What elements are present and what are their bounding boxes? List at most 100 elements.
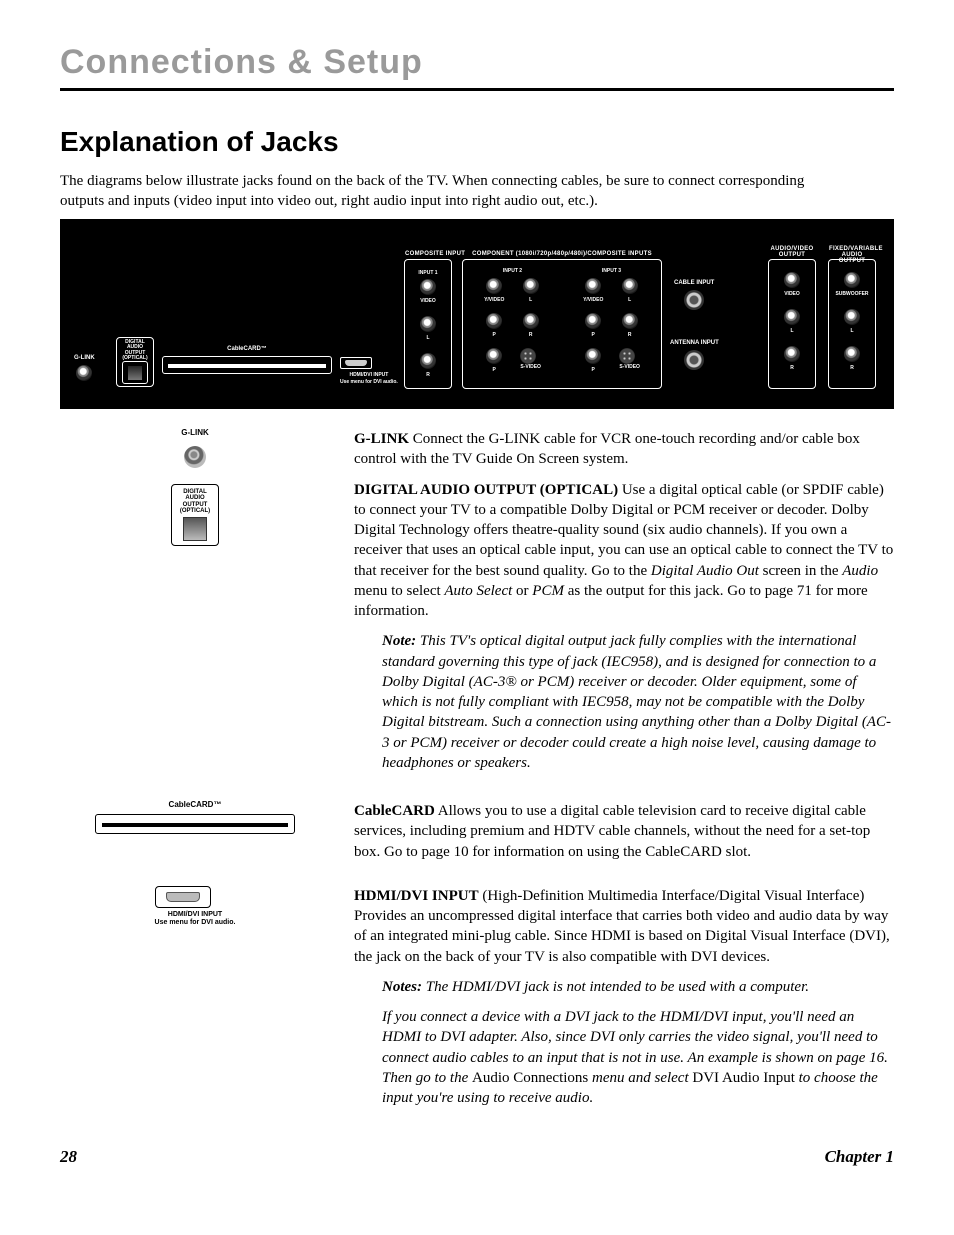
dao-paragraph: DIGITAL AUDIO OUTPUT (OPTICAL) Use a dig… xyxy=(354,480,894,622)
dao-term: DIGITAL AUDIO OUTPUT (OPTICAL) xyxy=(354,482,618,498)
jack-icon xyxy=(420,316,436,332)
coax-jack-icon xyxy=(684,290,704,310)
hdmi-paragraph: HDMI/DVI INPUT (High-Definition Multimed… xyxy=(354,886,894,967)
jack-icon xyxy=(784,346,800,362)
jack-label: P xyxy=(486,333,502,338)
jack-icon xyxy=(585,348,601,364)
jack-icon xyxy=(486,348,502,364)
optical-jack-icon xyxy=(122,361,148,384)
jack-icon xyxy=(844,346,860,362)
section-title: Explanation of Jacks xyxy=(60,123,894,161)
dao-text: menu to select xyxy=(354,583,444,599)
jack-label: L xyxy=(622,298,638,303)
jack-icon xyxy=(622,278,638,294)
jack-label: R xyxy=(523,333,539,338)
glink-text: Connect the G-LINK cable for VCR one-tou… xyxy=(354,431,860,467)
hdmi-port-icon xyxy=(155,886,211,908)
side-glink-label: G-LINK xyxy=(181,429,209,438)
jack-icon xyxy=(420,353,436,369)
hdmi-term: HDMI/DVI INPUT xyxy=(354,888,479,904)
notes-line1: The HDMI/DVI jack is not intended to be … xyxy=(422,979,809,995)
jack-icon xyxy=(585,278,601,294)
side-optical-label: DIGITAL AUDIO OUTPUT (OPTICAL) xyxy=(176,489,214,514)
glink-jack-icon xyxy=(76,365,92,381)
jack-icon xyxy=(585,313,601,329)
svideo-jack-icon xyxy=(520,348,536,364)
notes-nonitalic: Audio Connections xyxy=(472,1070,588,1086)
note-block-hdmi: Notes: The HDMI/DVI jack is not intended… xyxy=(382,977,894,1109)
jack-label: VIDEO xyxy=(420,299,436,304)
side-figure-cablecard: CableCARD™ xyxy=(95,801,295,834)
antenna-input-label: ANTENNA INPUT xyxy=(670,339,719,347)
diagram-cablecard-label: CableCARD™ xyxy=(162,345,332,353)
glink-jack-icon xyxy=(184,446,206,468)
chapter-header: Connections & Setup xyxy=(60,40,894,91)
jack-label: VIDEO xyxy=(784,292,800,297)
note-label: Note: xyxy=(382,633,416,649)
side-hdmi-label: HDMI/DVI INPUT xyxy=(155,911,236,919)
fixed-variable-label: FIXED/VARIABLE AUDIO OUTPUT xyxy=(829,246,875,264)
jack-label: S-VIDEO xyxy=(619,365,640,370)
jack-label: L xyxy=(844,329,860,334)
input1-label: INPUT 1 xyxy=(405,270,451,277)
dao-text: or xyxy=(512,583,532,599)
cablecard-slot-icon xyxy=(95,814,295,834)
side-cablecard-label: CableCARD™ xyxy=(95,801,295,810)
jack-icon xyxy=(784,309,800,325)
note-text: This TV's optical digital output jack fu… xyxy=(382,633,891,771)
coax-jack-icon xyxy=(684,350,704,370)
cablecard-term: CableCARD xyxy=(354,803,435,819)
glink-term: G-LINK xyxy=(354,431,409,447)
dao-italic: Audio xyxy=(842,563,878,579)
jack-label: P xyxy=(585,333,601,338)
jack-icon xyxy=(420,279,436,295)
component-input-label: COMPONENT (1080i/720p/480p/480i)/COMPOSI… xyxy=(463,250,661,258)
jack-label: P xyxy=(585,368,601,373)
jack-icon xyxy=(486,278,502,294)
cable-input-label: CABLE INPUT xyxy=(674,279,714,287)
input3-label: INPUT 3 xyxy=(602,268,621,275)
diagram-glink-label: G-LINK xyxy=(74,354,95,362)
notes-nonitalic: DVI Audio Input xyxy=(692,1070,795,1086)
chapter-label: Chapter 1 xyxy=(825,1146,894,1169)
jack-icon xyxy=(486,313,502,329)
cablecard-slot-icon xyxy=(162,356,332,374)
diagram-hdmi-label: HDMI/DVI INPUT xyxy=(340,372,398,379)
jack-icon xyxy=(523,278,539,294)
dao-italic: PCM xyxy=(532,583,564,599)
note-block-optical: Note: This TV's optical digital output j… xyxy=(382,631,894,773)
jack-label: S-VIDEO xyxy=(520,365,541,370)
back-panel-diagram: G-LINK DIGITAL AUDIO OUTPUT (OPTICAL) Ca… xyxy=(60,219,894,409)
jack-label: P xyxy=(486,368,502,373)
jack-icon xyxy=(523,313,539,329)
side-figure-optical: DIGITAL AUDIO OUTPUT (OPTICAL) xyxy=(171,484,219,546)
side-figure-hdmi: HDMI/DVI INPUT Use menu for DVI audio. xyxy=(155,886,236,926)
dao-text: screen in the xyxy=(759,563,842,579)
jack-icon xyxy=(784,272,800,288)
side-figure-glink: G-LINK DIGITAL AUDIO OUTPUT (OPTICAL) xyxy=(171,429,219,546)
diagram-optical-label: DIGITAL AUDIO OUTPUT (OPTICAL) xyxy=(122,340,147,361)
jack-label: Y/VIDEO xyxy=(484,298,504,303)
svideo-jack-icon xyxy=(619,348,635,364)
page-number: 28 xyxy=(60,1146,77,1169)
notes-label: Notes: xyxy=(382,979,422,995)
jack-icon xyxy=(844,309,860,325)
av-output-label: AUDIO/VIDEO OUTPUT xyxy=(769,246,815,258)
dao-italic: Digital Audio Out xyxy=(651,563,759,579)
hdmi-port-icon xyxy=(340,357,372,369)
dao-italic: Auto Select xyxy=(444,583,512,599)
input2-label: INPUT 2 xyxy=(503,268,522,275)
jack-label: R xyxy=(784,366,800,371)
jack-label: L xyxy=(420,336,436,341)
jack-icon xyxy=(622,313,638,329)
jack-label: SUBWOOFER xyxy=(835,292,868,297)
diagram-hdmi-sub: Use menu for DVI audio. xyxy=(340,379,398,386)
jack-icon xyxy=(844,272,860,288)
jack-label: Y/VIDEO xyxy=(583,298,603,303)
intro-paragraph: The diagrams below illustrate jacks foun… xyxy=(60,171,820,212)
jack-label: L xyxy=(523,298,539,303)
glink-paragraph: G-LINK Connect the G-LINK cable for VCR … xyxy=(354,429,894,470)
jack-label: R xyxy=(844,366,860,371)
jack-label: R xyxy=(420,373,436,378)
side-hdmi-sublabel: Use menu for DVI audio. xyxy=(155,919,236,927)
